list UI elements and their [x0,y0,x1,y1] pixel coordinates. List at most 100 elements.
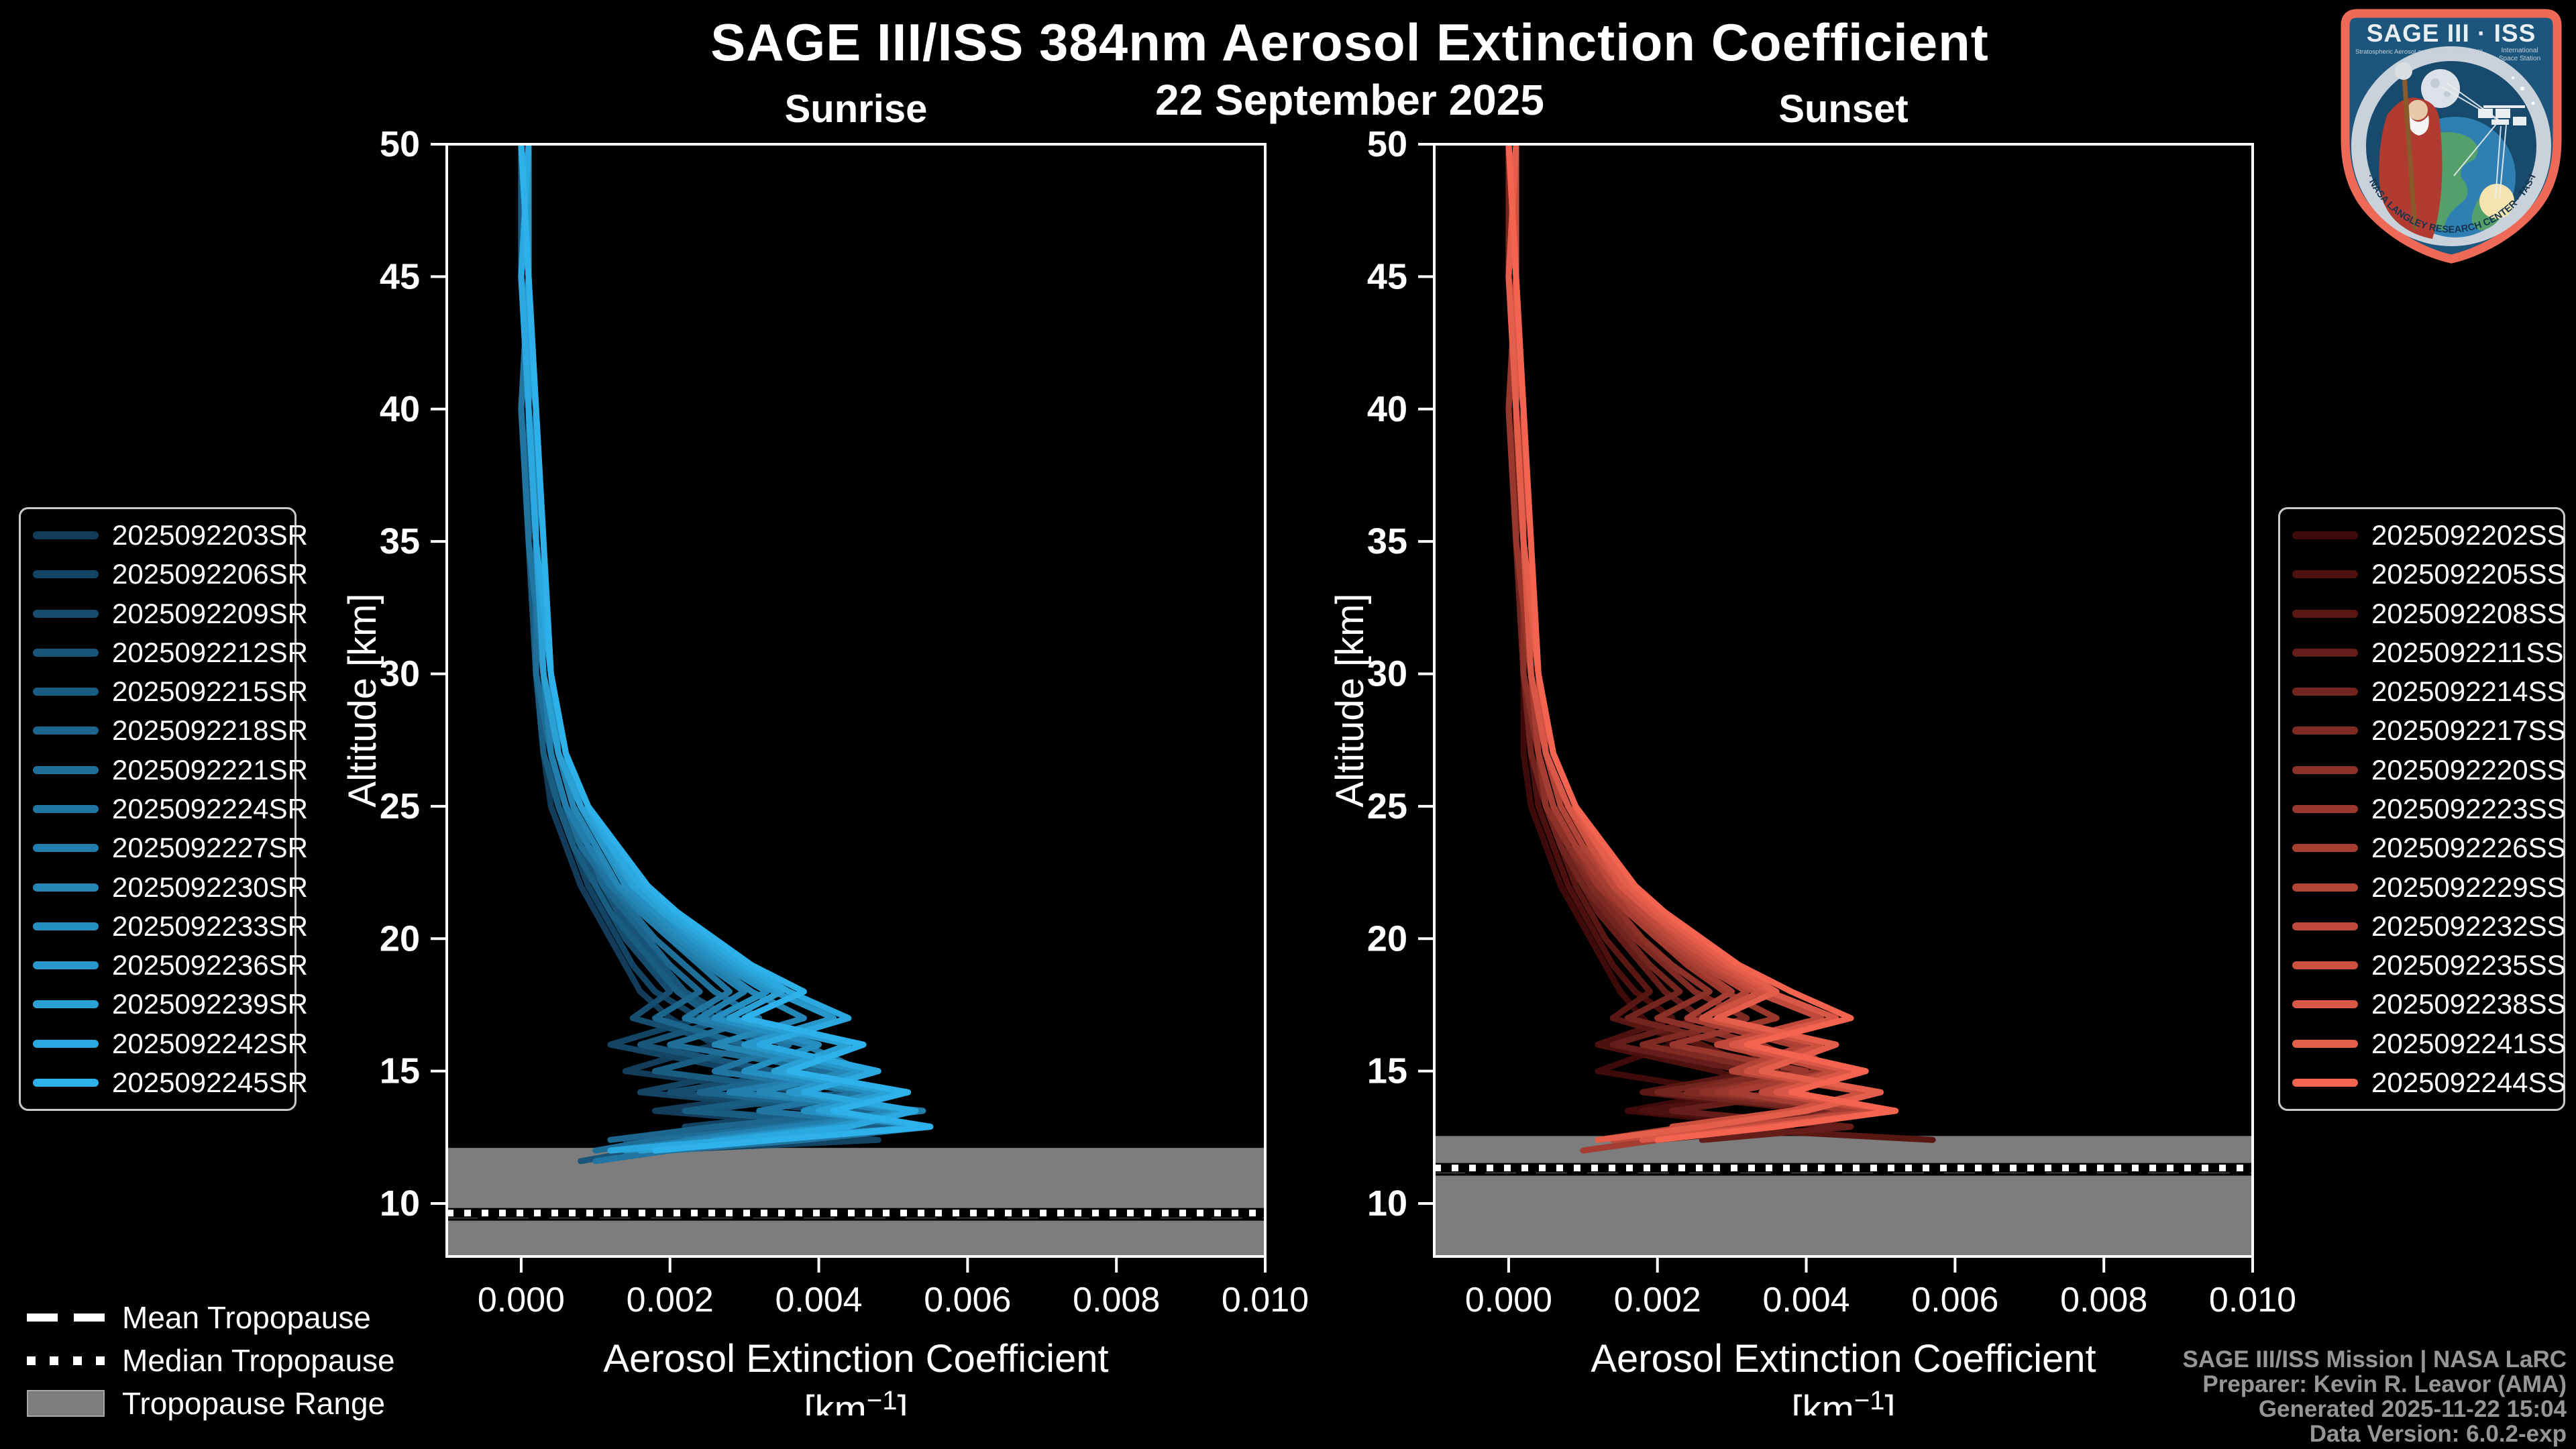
dashed-line-swatch [27,1313,105,1322]
legend-item: 2025092239SR [33,988,308,1020]
profile-line [1505,144,1899,1143]
tropopause-legend-item: Tropopause Range [27,1386,395,1421]
patch-title: SAGE III · ISS [2367,19,2536,47]
svg-text:30: 30 [1367,654,1407,694]
profile-line [1505,144,1839,1130]
legend-item-label: 2025092242SR [112,1027,308,1059]
legend-item: 2025092206SR [33,558,308,590]
svg-text:0.010: 0.010 [2209,1281,2296,1320]
panel-title: Sunrise [785,87,928,131]
svg-text:0.008: 0.008 [2060,1281,2147,1320]
legend-item: 2025092241SS [2292,1028,2566,1060]
profile-line [518,144,867,1143]
svg-text:10: 10 [1367,1183,1407,1224]
legend-line-swatch [2292,765,2358,774]
legend-item: 2025092205SS [2292,558,2566,590]
y-axis: 10 15 20 25 30 35 40 45 50 [1367,124,1434,1224]
tropopause-legend-label: Mean Tropopause [122,1300,371,1335]
tropopause-legend: Mean Tropopause Median Tropopause Tropopau… [27,1300,395,1421]
legend-item: 2025092211SS [2292,637,2564,669]
legend-item-label: 2025092220SS [2371,753,2566,786]
svg-text:10: 10 [380,1183,420,1224]
panel-title: Sunset [1778,87,1908,131]
legend-line-swatch [33,961,99,970]
legend-item-label: 2025092202SS [2371,519,2566,551]
profile-line [1505,144,1839,1130]
y-axis: 10 15 20 25 30 35 40 45 50 [380,124,447,1224]
svg-text:45: 45 [380,256,420,297]
extinction-profiles [518,144,934,1165]
legend-line-swatch [33,844,99,853]
legend-line-swatch [33,1039,99,1048]
legend-line-swatch [2292,883,2358,892]
legend-item: 2025092203SR [33,519,308,551]
legend-line-swatch [33,883,99,892]
axes-spines [445,143,1267,1258]
legend-item-label: 2025092227SR [112,832,308,864]
mission-patch-logo: SAGE III · ISS Stratospheric Aerosol and… [2340,8,2562,264]
patch-subtitle-right-2: Space Station [2499,55,2540,62]
page-title: SAGE III/ISS 384nm Aerosol Extinction Co… [710,13,1989,72]
patch-subtitle-left: Stratospheric Aerosol and Gas Experiment… [2355,48,2483,56]
profile-line [1505,144,1884,1143]
legend-line-swatch [33,1000,99,1009]
profile-line [1505,144,1869,1143]
legend-item-label: 2025092217SS [2371,714,2566,747]
profile-line [1505,144,1869,1143]
legend-item-label: 2025092224SR [112,792,308,824]
svg-text:50: 50 [1367,124,1407,164]
legend-item-label: 2025092218SR [112,714,308,747]
svg-text:30: 30 [380,654,420,694]
legend-item: 2025092245SR [33,1067,308,1099]
profile-line [1505,144,1899,1143]
legend-line-swatch [2292,1000,2358,1009]
svg-text:0.002: 0.002 [627,1281,714,1320]
x-axis-label: Aerosol Extinction Coefficient [603,1337,1108,1381]
patch-subtitle-right-1: International [2501,47,2538,54]
y-axis-label: Altitude [km] [346,593,384,807]
svg-text:0.006: 0.006 [924,1281,1011,1320]
legend-line-swatch [2292,609,2358,618]
legend-item: 2025092202SS [2292,519,2566,551]
patch-moon [2421,69,2460,108]
svg-text:45: 45 [1367,256,1407,297]
profile-line [518,144,926,1143]
profile-line [518,144,896,1154]
svg-text:15: 15 [1367,1051,1407,1091]
extinction-profiles [1505,144,1936,1154]
tropopause-range-band [1434,1136,2253,1256]
svg-text:0.004: 0.004 [775,1281,862,1320]
svg-text:15: 15 [380,1051,420,1091]
legend-line-swatch [2292,1039,2358,1048]
legend-item: 2025092230SR [33,871,308,904]
legend-item-label: 2025092226SS [2371,832,2566,864]
legend-item-label: 2025092229SS [2371,871,2566,903]
svg-text:25: 25 [380,786,420,826]
patch-iss [2478,105,2526,125]
svg-text:0.008: 0.008 [1073,1281,1160,1320]
legend-item: 2025092235SS [2292,949,2566,981]
svg-text:0.004: 0.004 [1762,1281,1849,1320]
profile-line [518,144,934,1154]
legend-line-swatch [33,531,99,540]
tropopause-legend-item: Median Tropopause [27,1343,395,1378]
legend-item: 2025092244SS [2292,1067,2566,1099]
credit-line-mission: SAGE III/ISS Mission | NASA LaRC [2182,1346,2567,1373]
svg-text:35: 35 [380,521,420,561]
x-axis: 0.000 0.002 0.004 0.006 0.008 0.010 [478,1256,1309,1320]
sunrise-extinction-chart: 0.000 0.002 0.004 0.006 0.008 0.010 10 15 20 25 30… [346,87,1309,1415]
profile-line [1505,144,1899,1143]
svg-text:35: 35 [1367,521,1407,561]
legend-item-label: 2025092235SS [2371,949,2566,981]
svg-text:40: 40 [380,389,420,429]
y-axis-label: Altitude [km] [1334,593,1372,807]
x-axis-unit-label: [km−1] [804,1386,908,1415]
legend-line-swatch [2292,844,2358,853]
legend-item-label: 2025092203SR [112,519,308,551]
profile-line [518,144,919,1154]
legend-item: 2025092223SS [2292,793,2566,825]
legend-item-label: 2025092238SS [2371,988,2566,1020]
legend-item: 2025092215SR [33,676,308,708]
profile-line [518,144,934,1165]
